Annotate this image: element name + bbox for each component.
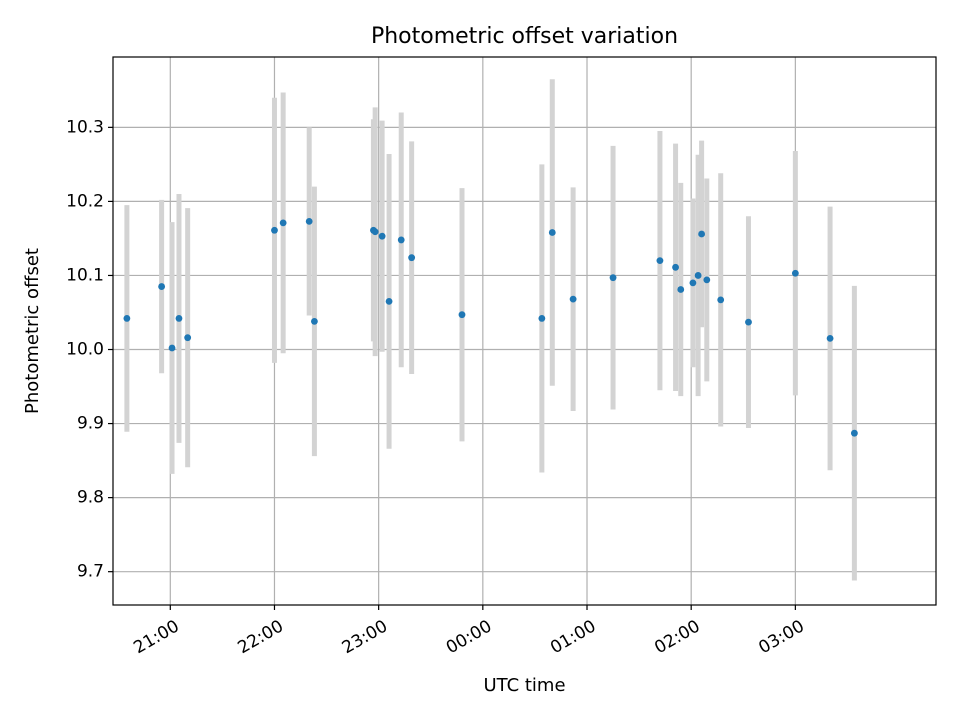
y-axis: 9.7 9.8 9.9 10.0 10.1 10.2 10.3 (66, 117, 113, 582)
data-point (703, 276, 711, 284)
data-point (408, 254, 416, 262)
data-point (698, 230, 706, 238)
data-point (609, 274, 617, 282)
data-point (694, 272, 702, 279)
y-tick-label: 10.0 (66, 340, 104, 360)
data-point (385, 297, 393, 305)
data-point (717, 296, 725, 304)
data-point (184, 334, 192, 342)
x-axis-label: UTC time (483, 675, 565, 696)
data-point (305, 218, 313, 225)
data-point (168, 344, 176, 352)
chart-marks (123, 79, 858, 581)
data-point (279, 219, 287, 227)
data-point (850, 429, 858, 437)
data-point (397, 236, 405, 244)
data-point (548, 229, 556, 236)
data-point (378, 232, 386, 240)
data-point (371, 228, 379, 236)
data-point (745, 318, 752, 326)
y-tick-label: 9.7 (77, 562, 104, 582)
y-tick-label: 10.2 (66, 191, 104, 211)
data-point (677, 286, 685, 293)
data-point (123, 315, 131, 322)
y-tick-label: 9.9 (77, 414, 104, 434)
data-point (689, 279, 697, 287)
data-point (569, 295, 577, 303)
data-point (311, 317, 318, 325)
y-tick-label: 10.1 (66, 265, 104, 285)
data-point (672, 263, 679, 271)
data-point (538, 315, 546, 322)
data-point (271, 226, 278, 234)
chart-title: Photometric offset variation (371, 24, 678, 49)
data-point (175, 315, 183, 322)
data-point (826, 335, 834, 342)
data-point (791, 269, 799, 277)
y-axis-label: Photometric offset (22, 248, 43, 414)
data-point (458, 311, 466, 319)
y-tick-label: 9.8 (77, 488, 104, 508)
data-point (656, 257, 664, 265)
plot-frame (112, 56, 937, 606)
data-point (158, 283, 166, 290)
y-tick-label: 10.3 (66, 117, 104, 137)
